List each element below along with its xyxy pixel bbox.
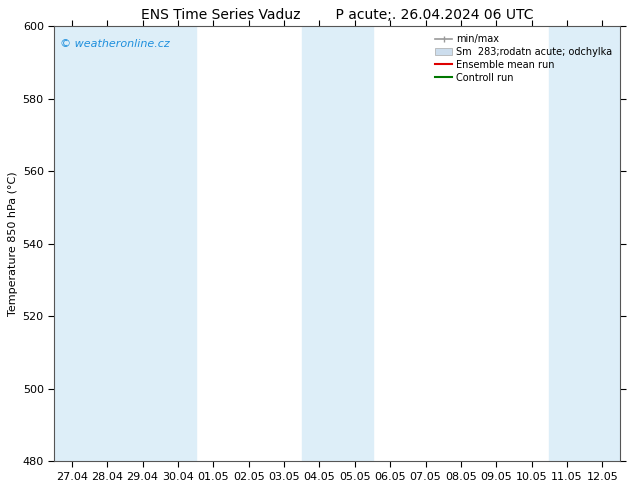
Title: ENS Time Series Vaduz        P acute;. 26.04.2024 06 UTC: ENS Time Series Vaduz P acute;. 26.04.20… [141, 8, 533, 23]
Bar [125, 26, 196, 461]
Legend: min/max, Sm  283;rodatn acute; odchylka, Ensemble mean run, Controll run: min/max, Sm 283;rodatn acute; odchylka, … [432, 31, 615, 86]
Bar [54, 26, 125, 461]
Text: © weatheronline.cz: © weatheronline.cz [60, 39, 169, 49]
Y-axis label: Temperature 850 hPa (°C): Temperature 850 hPa (°C) [8, 172, 18, 316]
Bar [550, 26, 620, 461]
Bar [302, 26, 373, 461]
